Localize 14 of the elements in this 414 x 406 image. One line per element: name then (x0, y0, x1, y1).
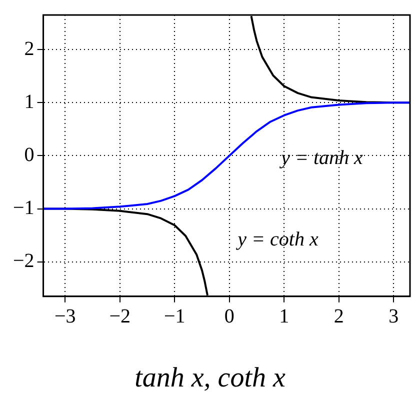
x-tick-label: 2 (334, 306, 344, 328)
x-tick-label: 0 (224, 306, 234, 328)
text: tanh x, coth x (134, 362, 286, 394)
y-tick-label: 2 (24, 38, 34, 60)
x-tick-label: −1 (164, 306, 186, 328)
annotation: y = coth x (236, 228, 318, 250)
y-tick-label: 1 (24, 90, 34, 113)
x-tick-label: −2 (109, 306, 131, 328)
x-tick-label: 3 (388, 306, 399, 328)
y-tick-label: −2 (13, 250, 34, 272)
y-tick-label: −1 (13, 197, 34, 220)
y-tick-label: 0 (24, 144, 34, 166)
x-tick-label: 1 (279, 306, 290, 328)
x-tick-label: −3 (54, 306, 76, 328)
